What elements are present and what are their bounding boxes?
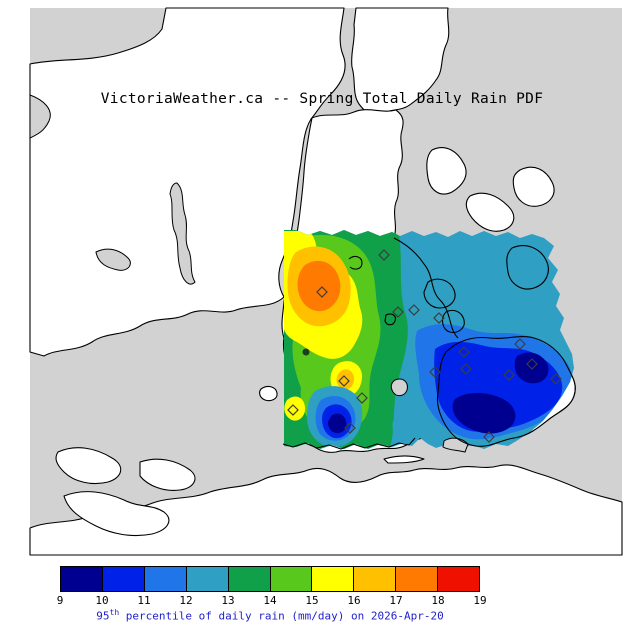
caption-text: percentile of daily rain (mm/day) on 202… bbox=[119, 609, 444, 623]
contour-spot-16-mid bbox=[336, 369, 354, 390]
contour-core-9-s bbox=[328, 413, 347, 434]
colorbar-cell-16-17 bbox=[354, 567, 397, 591]
station-marker bbox=[392, 306, 404, 318]
land-dungeness-spit bbox=[383, 455, 425, 464]
station-marker bbox=[408, 304, 420, 316]
colorbar-cell-11-12 bbox=[144, 567, 187, 591]
contour-core-17 bbox=[297, 260, 341, 312]
colorbar-cell-10-11 bbox=[102, 567, 145, 591]
station-marker bbox=[503, 369, 515, 381]
colorbar-cell-18-19 bbox=[438, 567, 480, 591]
land-sooke-island-a bbox=[55, 447, 122, 485]
coast-san-juan-outline bbox=[436, 336, 576, 447]
coast-victoria-south bbox=[282, 437, 416, 450]
colorbar-tick-18: 18 bbox=[431, 594, 445, 607]
colorbar-tick-12: 12 bbox=[179, 594, 193, 607]
station-marker bbox=[433, 312, 445, 324]
lake-small bbox=[95, 248, 131, 271]
colorbar-tick-15: 15 bbox=[305, 594, 319, 607]
colorbar-tick-16: 16 bbox=[347, 594, 361, 607]
island-outline-c bbox=[506, 245, 549, 290]
colorbar-cell-15-16 bbox=[312, 567, 355, 591]
station-marker bbox=[526, 358, 538, 370]
station-marker bbox=[550, 373, 562, 385]
station-marker bbox=[316, 286, 328, 298]
island-outline-a bbox=[423, 278, 456, 309]
map-title: VictoriaWeather.ca -- Spring Total Daily… bbox=[101, 91, 543, 107]
colorbar-tick-11: 11 bbox=[137, 594, 151, 607]
colorbar-tick-10: 10 bbox=[95, 594, 109, 607]
colorbar bbox=[60, 566, 480, 592]
station-marker bbox=[458, 346, 470, 358]
lake-sooke bbox=[169, 182, 196, 285]
colorbar-cell-9-10 bbox=[61, 567, 103, 591]
lake-outline-elk bbox=[348, 255, 363, 270]
land-gulf-island-a bbox=[426, 147, 467, 195]
colorbar-ticks: 9 10 11 12 13 14 15 16 17 18 19 bbox=[56, 594, 487, 607]
coastline-overlays bbox=[282, 237, 576, 450]
station-marker bbox=[514, 338, 526, 350]
station-marker bbox=[378, 249, 390, 261]
colorbar-cell-12-13 bbox=[186, 567, 229, 591]
coast-peninsula-east bbox=[393, 237, 459, 339]
colorbar-cell-17-18 bbox=[396, 567, 439, 591]
rain-contour-overlay bbox=[284, 230, 574, 449]
contour-spot-15-sw bbox=[284, 396, 306, 421]
land-olympic-peninsula bbox=[29, 464, 623, 556]
lakes bbox=[29, 94, 196, 285]
contour-spot-12-victoria bbox=[392, 417, 419, 445]
land-gulf-island-c bbox=[512, 166, 555, 207]
station-dot bbox=[302, 348, 310, 356]
inlet-left-edge bbox=[29, 94, 51, 139]
land-gulf-island-b bbox=[465, 192, 515, 232]
caption-value: 95 bbox=[96, 609, 110, 623]
colorbar-tick-9: 9 bbox=[56, 594, 64, 607]
station-marker bbox=[356, 392, 368, 404]
land-sooke-island-b bbox=[63, 491, 170, 537]
land-vancouver-island bbox=[29, 7, 346, 357]
islet-outline bbox=[384, 313, 396, 326]
station-marker bbox=[344, 422, 356, 434]
contour-core-9-se bbox=[452, 392, 516, 434]
colorbar-tick-19: 19 bbox=[473, 594, 487, 607]
colorbar-cell-14-15 bbox=[270, 567, 313, 591]
colorbar-tick-17: 17 bbox=[389, 594, 403, 607]
colorbar-cell-13-14 bbox=[228, 567, 271, 591]
colorbar-tick-14: 14 bbox=[263, 594, 277, 607]
station-markers bbox=[287, 249, 562, 443]
station-marker bbox=[429, 366, 441, 378]
station-marker bbox=[338, 375, 350, 387]
station-marker bbox=[483, 431, 495, 443]
colorbar-caption: 95th percentile of daily rain (mm/day) o… bbox=[40, 608, 500, 623]
land-sooke-island-c bbox=[139, 458, 196, 491]
islet-near-overlay bbox=[259, 385, 278, 402]
colorbar-tick-13: 13 bbox=[221, 594, 235, 607]
island-outline-b bbox=[441, 309, 465, 333]
station-marker bbox=[460, 363, 472, 375]
station-marker bbox=[287, 404, 299, 416]
harbour-notch bbox=[390, 378, 408, 397]
caption-superscript: th bbox=[109, 608, 120, 617]
